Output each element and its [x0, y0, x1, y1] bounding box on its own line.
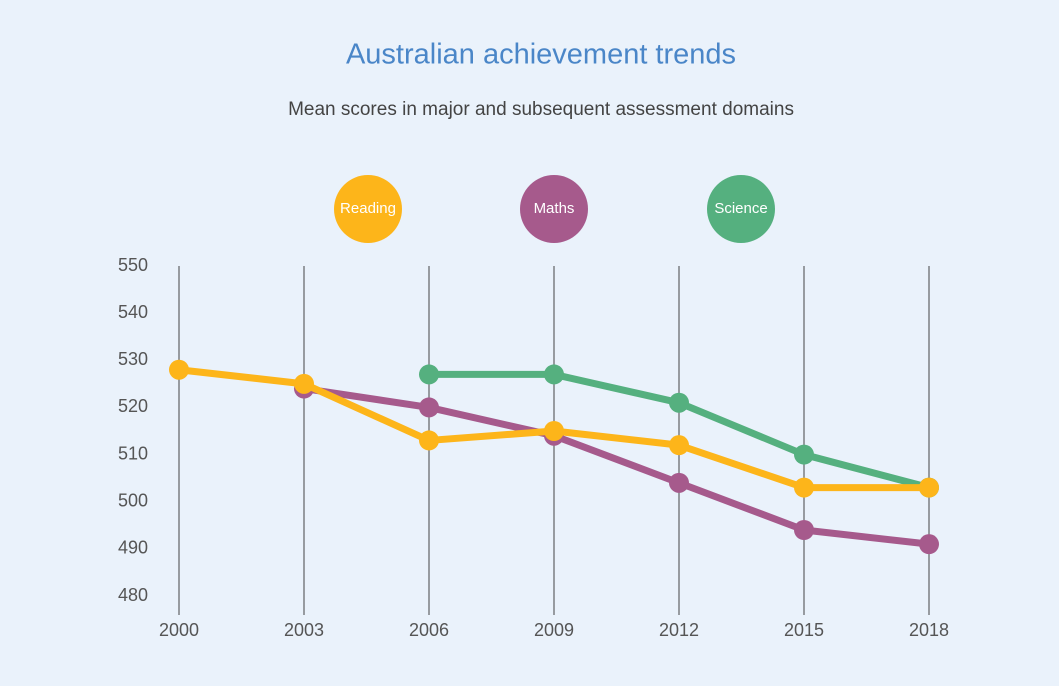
data-point: [919, 534, 939, 555]
y-tick-label: 550: [118, 255, 148, 275]
data-point: [669, 392, 689, 413]
grid: 480 490 500 510 520 530 540 550 2000 2003 2006 2009…: [118, 255, 949, 640]
series: [419, 364, 939, 498]
chart-subtitle: Mean scores in major and subsequent asse…: [288, 99, 794, 120]
x-tick-label: 2003: [284, 620, 324, 640]
x-tick-label: 2018: [909, 620, 949, 640]
legend-item: Reading: [334, 175, 402, 243]
y-tick-label: 490: [118, 538, 148, 558]
data-point: [419, 430, 439, 451]
chart-title: Australian achievement trends: [346, 39, 736, 71]
data-point: [419, 364, 439, 385]
legend-swatch: [520, 175, 588, 243]
y-tick-label: 520: [118, 396, 148, 416]
y-tick-label: 480: [118, 585, 148, 605]
data-point: [919, 477, 939, 498]
y-tick-label: 500: [118, 490, 148, 510]
x-tick-label: 2012: [659, 620, 699, 640]
legend-swatch: [334, 175, 402, 243]
x-tick-label: 2006: [409, 620, 449, 640]
data-point: [169, 359, 189, 380]
data-point: [794, 520, 814, 540]
x-tick-label: 2000: [159, 620, 199, 640]
data-point: [419, 397, 439, 418]
legend-item: Science: [707, 175, 775, 243]
data-point: [544, 364, 564, 385]
y-tick-label: 530: [118, 349, 148, 369]
data-point: [669, 472, 689, 493]
series: [169, 359, 939, 498]
y-tick-label: 540: [118, 302, 148, 322]
data-point: [794, 444, 814, 465]
data-point: [669, 435, 689, 456]
legend-label: Maths: [534, 200, 575, 217]
legend-item: Maths: [520, 175, 588, 243]
data-point: [294, 373, 314, 394]
legend: Reading Maths Science: [334, 175, 775, 243]
data-point: [544, 421, 564, 441]
legend-swatch: [707, 175, 775, 243]
series-line: [303, 385, 930, 548]
legend-label: Reading: [340, 200, 396, 217]
y-tick-label: 510: [118, 443, 148, 463]
data-point: [794, 477, 814, 498]
legend-label: Science: [714, 200, 767, 217]
x-tick-label: 2009: [534, 620, 574, 640]
x-tick-label: 2015: [784, 620, 824, 640]
series-layer: [169, 359, 939, 555]
